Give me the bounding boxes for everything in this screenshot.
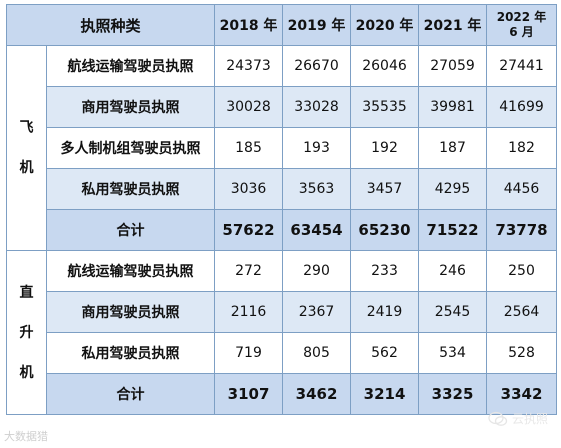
category-char: 升 — [19, 324, 34, 341]
value-cell: 26046 — [350, 45, 420, 87]
table-row: 多人制机组驾驶员执照 185 193 192 187 182 — [7, 127, 558, 169]
license-label: 私用驾驶员执照 — [45, 332, 216, 374]
category-char: 飞 — [19, 120, 34, 136]
value-cell: 3563 — [282, 168, 352, 210]
total-value-cell: 65230 — [350, 209, 420, 251]
license-label: 多人制机组驾驶员执照 — [45, 127, 216, 169]
header-year-2019: 2019 年 — [282, 4, 352, 46]
value-cell: 182 — [486, 127, 558, 169]
license-label: 航线运输驾驶员执照 — [45, 45, 216, 87]
header-year-2021: 2021 年 — [418, 4, 488, 46]
value-cell: 193 — [282, 127, 352, 169]
value-cell: 719 — [214, 332, 284, 374]
total-value-cell: 73778 — [486, 209, 558, 251]
category-char: 直 — [19, 284, 34, 301]
license-label: 私用驾驶员执照 — [45, 168, 216, 210]
header-year-2020: 2020 年 — [350, 4, 420, 46]
value-cell: 27059 — [418, 45, 488, 87]
table-row: 飞机航线运输驾驶员执照 24373 26670 26046 27059 27441 — [6, 45, 558, 251]
total-row: 合计 3107 3462 3214 3325 3342 — [7, 373, 558, 415]
watermark-left-text: 大数据猎 — [4, 430, 48, 443]
value-cell: 2564 — [486, 291, 558, 333]
table-row: 私用驾驶员执照 719 805 562 534 528 — [7, 332, 558, 374]
value-cell: 2419 — [350, 291, 420, 333]
value-cell: 187 — [418, 127, 488, 169]
value-cell: 534 — [418, 332, 488, 374]
watermark-right: 云执照 — [488, 410, 548, 427]
value-cell: 3036 — [214, 168, 284, 210]
value-cell: 33028 — [282, 86, 352, 128]
value-cell: 272 — [214, 250, 284, 292]
value-cell: 4295 — [418, 168, 488, 210]
total-value-cell: 71522 — [418, 209, 488, 251]
table-row: 商用驾驶员执照 2116 2367 2419 2545 2564 — [7, 291, 558, 333]
header-license-type: 执照种类 — [5, 4, 216, 46]
value-cell: 27441 — [486, 45, 558, 87]
table-row: 私用驾驶员执照 3036 3563 3457 4295 4456 — [7, 168, 558, 210]
value-cell: 233 — [350, 250, 420, 292]
value-cell: 250 — [486, 250, 558, 292]
total-value-cell: 3342 — [486, 373, 558, 415]
header-year-2018: 2018 年 — [214, 4, 284, 46]
value-cell: 4456 — [486, 168, 558, 210]
total-value-cell: 3214 — [350, 373, 420, 415]
license-label: 航线运输驾驶员执照 — [45, 250, 216, 292]
header-row: 执照种类 2018 年 2019 年 2020 年 2021 年 2022 年 … — [5, 4, 558, 46]
total-value-cell: 3107 — [214, 373, 284, 415]
value-cell: 3457 — [350, 168, 420, 210]
watermark-left: 大数据猎 — [4, 428, 48, 444]
license-label: 商用驾驶员执照 — [45, 86, 216, 128]
header-year-2022-june: 2022 年 6 月 — [486, 4, 558, 46]
total-value-cell: 3462 — [282, 373, 352, 415]
pilot-license-table: 执照种类 2018 年 2019 年 2020 年 2021 年 2022 年 … — [5, 4, 558, 415]
value-cell: 2116 — [214, 291, 284, 333]
value-cell: 246 — [418, 250, 488, 292]
table-row: 直升机航线运输驾驶员执照 272 290 233 246 250 — [6, 250, 558, 415]
header-year-2022-line1: 2022 年 — [496, 10, 547, 24]
total-value-cell: 63454 — [282, 209, 352, 251]
watermark-right-text: 云执照 — [512, 412, 549, 426]
category-char: 机 — [19, 364, 34, 381]
value-cell: 2545 — [418, 291, 488, 333]
value-cell: 805 — [282, 332, 352, 374]
value-cell: 41699 — [486, 86, 558, 128]
chat-bubble-icon — [488, 411, 508, 426]
value-cell: 192 — [350, 127, 420, 169]
total-row: 合计 57622 63454 65230 71522 73778 — [7, 209, 558, 251]
total-value-cell: 3325 — [418, 373, 488, 415]
table-row: 商用驾驶员执照 30028 33028 35535 39981 41699 — [7, 86, 558, 128]
value-cell: 2367 — [282, 291, 352, 333]
value-cell: 30028 — [214, 86, 284, 128]
table-body: 飞机航线运输驾驶员执照 24373 26670 26046 27059 27441 商用驾驶… — [6, 45, 558, 415]
value-cell: 26670 — [282, 45, 352, 87]
total-label: 合计 — [45, 209, 216, 251]
total-value-cell: 57622 — [214, 209, 284, 251]
category-cell: 直升机 — [6, 250, 47, 415]
value-cell: 562 — [350, 332, 420, 374]
category-cell: 飞机 — [6, 45, 47, 251]
value-cell: 528 — [486, 332, 558, 374]
category-char: 机 — [19, 160, 34, 176]
header-year-2022-line2: 6 月 — [509, 25, 534, 39]
value-cell: 290 — [282, 250, 352, 292]
value-cell: 24373 — [214, 45, 284, 87]
value-cell: 39981 — [418, 86, 488, 128]
total-label: 合计 — [45, 373, 216, 415]
value-cell: 185 — [214, 127, 284, 169]
value-cell: 35535 — [350, 86, 420, 128]
license-label: 商用驾驶员执照 — [45, 291, 216, 333]
